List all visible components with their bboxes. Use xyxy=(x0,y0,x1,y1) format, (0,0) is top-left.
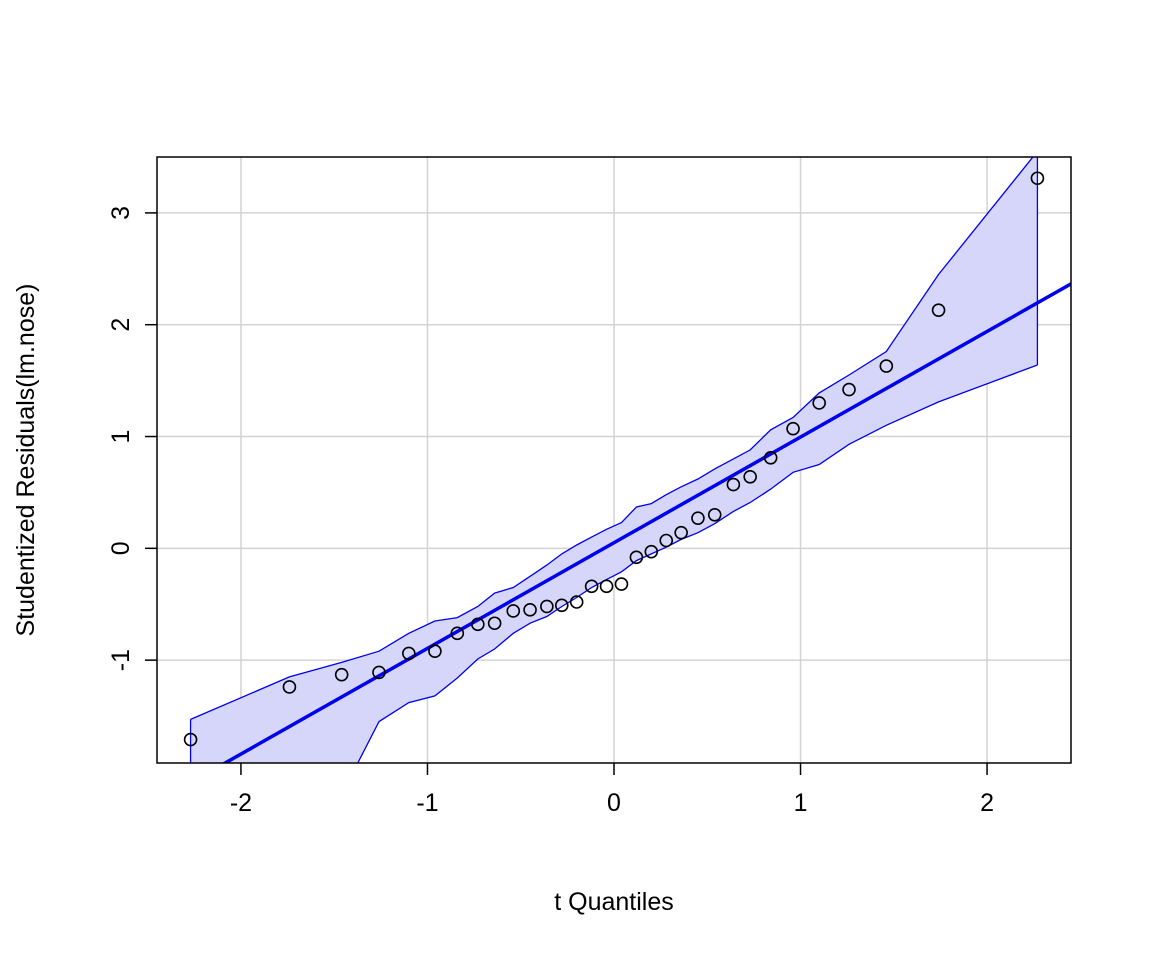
data-point xyxy=(523,603,537,617)
y-axis: -1 0 1 2 3 xyxy=(107,206,157,671)
data-point xyxy=(674,525,688,540)
y-tick-label: 3 xyxy=(107,206,135,220)
confidence-band-lower xyxy=(357,364,1038,763)
data-point xyxy=(879,359,894,373)
data-point xyxy=(334,667,349,682)
data-point xyxy=(1030,171,1045,186)
data-point xyxy=(569,595,584,609)
reference-line-group xyxy=(221,281,1071,763)
data-point xyxy=(471,617,485,632)
data-point xyxy=(540,599,554,614)
data-point xyxy=(487,616,502,631)
data-point xyxy=(629,550,644,565)
data-point xyxy=(691,511,705,525)
data-point xyxy=(743,469,757,484)
x-tick-label: -1 xyxy=(416,789,438,817)
data-point xyxy=(842,382,856,397)
data-point xyxy=(183,732,198,747)
x-tick-label: -2 xyxy=(230,789,252,817)
x-axis: -2 -1 0 1 2 xyxy=(230,763,994,817)
data-point xyxy=(402,646,416,661)
data-point xyxy=(554,598,569,613)
y-tick-label: 1 xyxy=(107,430,135,444)
data-point xyxy=(707,507,722,522)
x-axis-title: t Quantiles xyxy=(554,888,674,916)
data-point xyxy=(786,421,800,436)
x-tick-label: 0 xyxy=(607,789,621,817)
y-tick-label: 0 xyxy=(107,541,135,555)
confidence-band-area xyxy=(190,157,1038,763)
data-point xyxy=(812,396,826,410)
data-point xyxy=(931,303,946,317)
y-tick-label: 2 xyxy=(107,318,135,332)
data-points xyxy=(183,171,1045,747)
confidence-band-upper xyxy=(190,157,1034,720)
data-point xyxy=(763,450,778,465)
data-point xyxy=(428,644,442,658)
data-point xyxy=(726,477,741,492)
data-point xyxy=(584,579,599,594)
data-point xyxy=(599,579,614,594)
y-axis-title: Studentized Residuals(lm.nose) xyxy=(12,284,40,637)
x-tick-label: 1 xyxy=(794,789,808,817)
x-tick-label: 2 xyxy=(980,789,994,817)
y-tick-label: -1 xyxy=(107,649,135,671)
data-point xyxy=(614,577,629,591)
data-point xyxy=(282,680,297,694)
reference-line xyxy=(221,281,1071,763)
grid-lines xyxy=(157,157,1071,763)
data-point xyxy=(506,604,521,618)
data-point xyxy=(644,544,659,559)
data-point xyxy=(450,626,465,641)
data-point xyxy=(372,665,386,680)
data-point xyxy=(659,533,674,548)
